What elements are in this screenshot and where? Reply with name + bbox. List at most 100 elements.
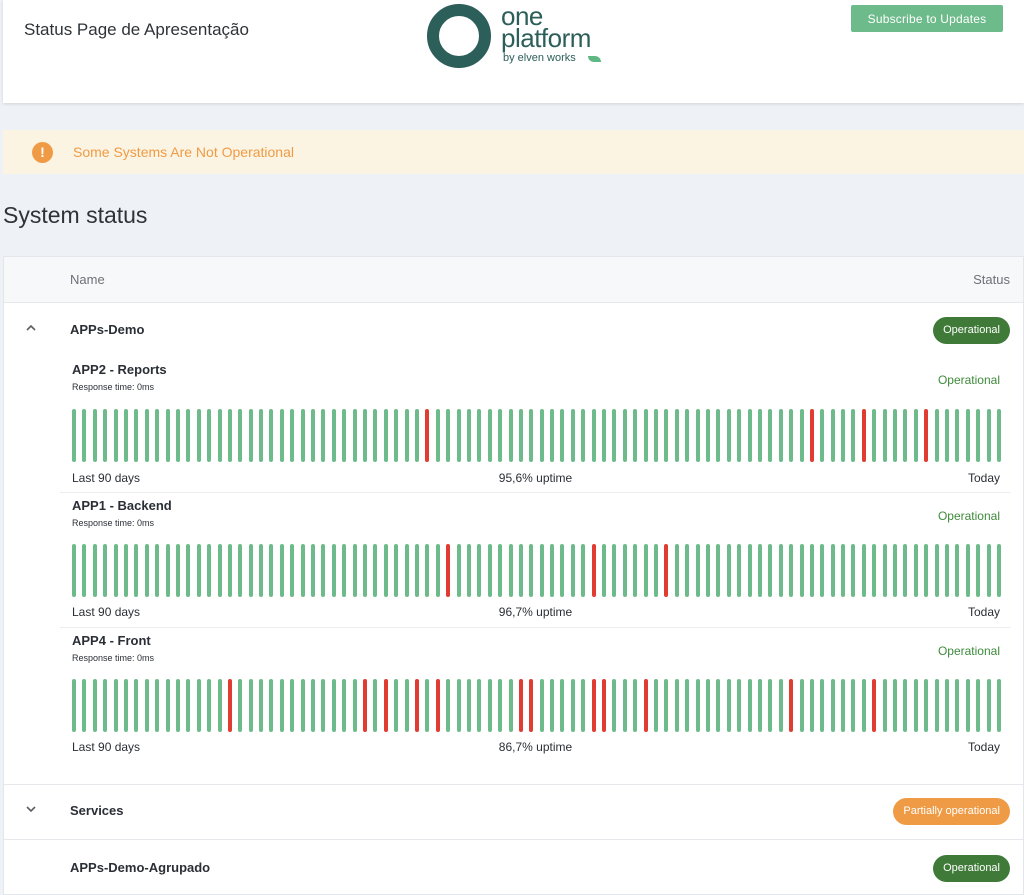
uptime-bar-up[interactable] bbox=[352, 544, 357, 597]
uptime-bar-up[interactable] bbox=[217, 679, 222, 732]
uptime-bar-up[interactable] bbox=[685, 679, 690, 732]
uptime-bar-up[interactable] bbox=[259, 409, 264, 462]
uptime-bar-up[interactable] bbox=[674, 544, 679, 597]
uptime-bar-up[interactable] bbox=[290, 679, 295, 732]
uptime-bar-up[interactable] bbox=[456, 409, 461, 462]
uptime-bar-up[interactable] bbox=[123, 544, 128, 597]
uptime-bar-up[interactable] bbox=[342, 679, 347, 732]
uptime-bar-up[interactable] bbox=[186, 679, 191, 732]
uptime-bar-up[interactable] bbox=[165, 679, 170, 732]
uptime-bar-up[interactable] bbox=[175, 679, 180, 732]
uptime-bar-up[interactable] bbox=[529, 409, 534, 462]
uptime-bar-up[interactable] bbox=[654, 409, 659, 462]
uptime-bar-up[interactable] bbox=[695, 544, 700, 597]
uptime-bar-up[interactable] bbox=[207, 409, 212, 462]
uptime-bar-up[interactable] bbox=[269, 679, 274, 732]
group-row-services[interactable]: Services Partially operational bbox=[4, 785, 1023, 837]
uptime-bar-up[interactable] bbox=[186, 409, 191, 462]
uptime-bar-up[interactable] bbox=[654, 544, 659, 597]
uptime-bar-down[interactable] bbox=[446, 544, 451, 597]
uptime-bar-up[interactable] bbox=[903, 409, 908, 462]
uptime-bar-up[interactable] bbox=[72, 544, 76, 597]
uptime-bar-up[interactable] bbox=[893, 409, 898, 462]
uptime-bar-up[interactable] bbox=[186, 544, 191, 597]
uptime-bar-down[interactable] bbox=[425, 409, 430, 462]
uptime-bar-up[interactable] bbox=[934, 409, 939, 462]
uptime-bar-up[interactable] bbox=[414, 409, 419, 462]
uptime-bar-down[interactable] bbox=[789, 679, 794, 732]
group-row-apps-demo[interactable]: APPs-Demo Operational bbox=[4, 304, 1023, 356]
uptime-bar-up[interactable] bbox=[394, 544, 399, 597]
uptime-bar-down[interactable] bbox=[664, 544, 669, 597]
uptime-bar-up[interactable] bbox=[612, 679, 617, 732]
uptime-bar-up[interactable] bbox=[82, 409, 87, 462]
uptime-bar-up[interactable] bbox=[955, 409, 960, 462]
uptime-bar-up[interactable] bbox=[477, 679, 482, 732]
uptime-bar-up[interactable] bbox=[924, 679, 929, 732]
uptime-bar-up[interactable] bbox=[799, 409, 804, 462]
uptime-bar-up[interactable] bbox=[893, 544, 898, 597]
uptime-bar-up[interactable] bbox=[269, 409, 274, 462]
uptime-bar-up[interactable] bbox=[248, 409, 253, 462]
uptime-bar-up[interactable] bbox=[570, 679, 575, 732]
uptime-bar-up[interactable] bbox=[259, 544, 264, 597]
uptime-bar-up[interactable] bbox=[581, 409, 586, 462]
uptime-bar-up[interactable] bbox=[373, 544, 378, 597]
uptime-bar-up[interactable] bbox=[768, 409, 773, 462]
uptime-bar-up[interactable] bbox=[82, 544, 87, 597]
uptime-bar-up[interactable] bbox=[986, 544, 991, 597]
uptime-bar-up[interactable] bbox=[352, 409, 357, 462]
uptime-bar-up[interactable] bbox=[196, 544, 201, 597]
uptime-bar-up[interactable] bbox=[279, 679, 284, 732]
uptime-bar-up[interactable] bbox=[352, 679, 357, 732]
uptime-bar-up[interactable] bbox=[394, 679, 399, 732]
uptime-bar-up[interactable] bbox=[248, 544, 253, 597]
uptime-bar-up[interactable] bbox=[965, 409, 970, 462]
uptime-bar-up[interactable] bbox=[487, 544, 492, 597]
uptime-bar-up[interactable] bbox=[726, 679, 731, 732]
uptime-bar-up[interactable] bbox=[92, 544, 97, 597]
uptime-bar-up[interactable] bbox=[882, 544, 887, 597]
uptime-bar-up[interactable] bbox=[643, 544, 648, 597]
uptime-bar-up[interactable] bbox=[373, 679, 378, 732]
uptime-bar-down[interactable] bbox=[809, 409, 814, 462]
uptime-bar-up[interactable] bbox=[830, 409, 835, 462]
uptime-bar-up[interactable] bbox=[498, 544, 503, 597]
uptime-bar-up[interactable] bbox=[778, 679, 783, 732]
uptime-bar-up[interactable] bbox=[196, 409, 201, 462]
uptime-bar-up[interactable] bbox=[965, 679, 970, 732]
uptime-bar-up[interactable] bbox=[965, 544, 970, 597]
uptime-bar-up[interactable] bbox=[664, 679, 669, 732]
uptime-bar-up[interactable] bbox=[560, 679, 565, 732]
uptime-bar-up[interactable] bbox=[363, 544, 367, 597]
uptime-bar-up[interactable] bbox=[768, 544, 773, 597]
uptime-bar-up[interactable] bbox=[841, 409, 846, 462]
uptime-bar-up[interactable] bbox=[113, 544, 118, 597]
uptime-bar-up[interactable] bbox=[103, 544, 108, 597]
uptime-bar-up[interactable] bbox=[404, 679, 409, 732]
uptime-bar-up[interactable] bbox=[300, 679, 305, 732]
uptime-bar-up[interactable] bbox=[778, 544, 783, 597]
uptime-bar-up[interactable] bbox=[425, 544, 430, 597]
uptime-bar-up[interactable] bbox=[903, 544, 908, 597]
uptime-bar-up[interactable] bbox=[955, 679, 960, 732]
uptime-bar-up[interactable] bbox=[716, 409, 721, 462]
uptime-bar-up[interactable] bbox=[737, 409, 742, 462]
uptime-bar-up[interactable] bbox=[602, 409, 607, 462]
uptime-bar-up[interactable] bbox=[695, 409, 700, 462]
uptime-bar-up[interactable] bbox=[238, 679, 243, 732]
uptime-bar-up[interactable] bbox=[997, 544, 1001, 597]
uptime-bar-up[interactable] bbox=[238, 544, 243, 597]
uptime-bar-up[interactable] bbox=[705, 409, 710, 462]
uptime-bar-up[interactable] bbox=[872, 409, 877, 462]
uptime-bar-up[interactable] bbox=[342, 409, 347, 462]
uptime-bar-up[interactable] bbox=[300, 544, 305, 597]
uptime-bar-up[interactable] bbox=[945, 679, 950, 732]
uptime-bar-up[interactable] bbox=[446, 409, 451, 462]
uptime-bar-up[interactable] bbox=[508, 409, 513, 462]
uptime-bar-up[interactable] bbox=[217, 409, 222, 462]
uptime-bar-up[interactable] bbox=[477, 409, 482, 462]
uptime-bar-up[interactable] bbox=[134, 679, 139, 732]
uptime-bar-up[interactable] bbox=[882, 409, 887, 462]
uptime-bar-up[interactable] bbox=[539, 679, 544, 732]
